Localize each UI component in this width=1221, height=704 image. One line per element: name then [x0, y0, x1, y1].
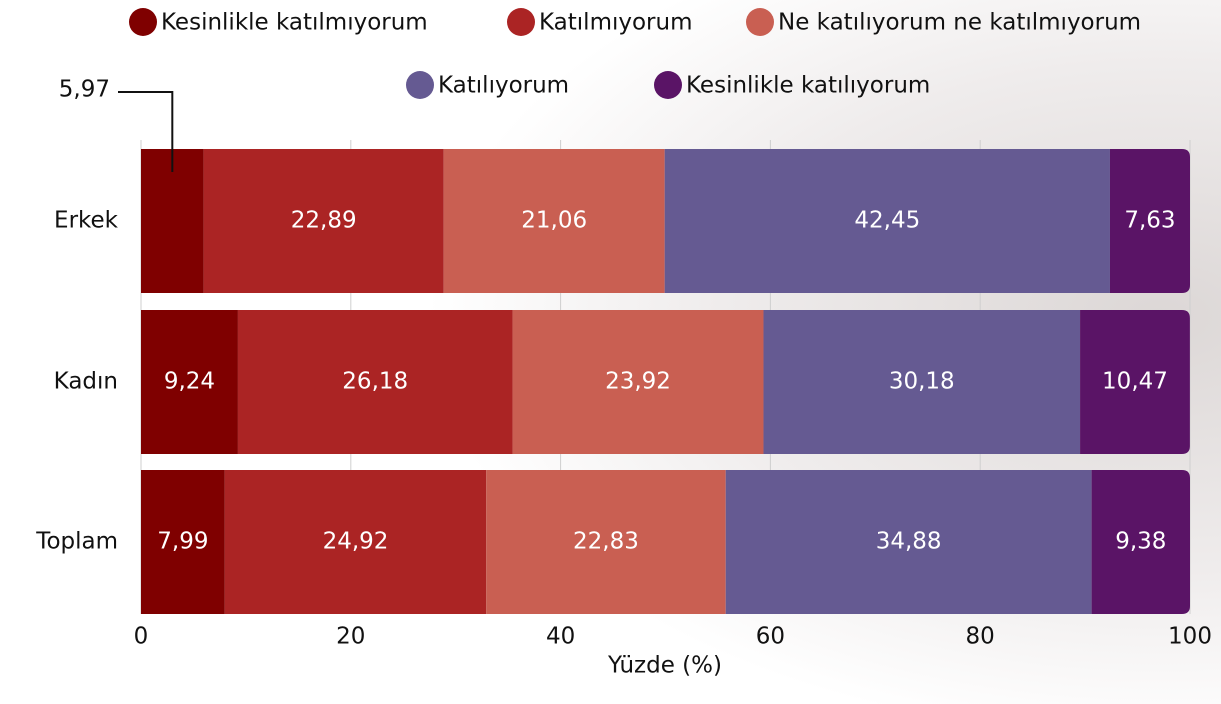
legend-swatch: [507, 8, 535, 36]
bar-segment: [1091, 470, 1190, 614]
bar-segment: [725, 470, 1092, 614]
leader-line: [118, 91, 174, 172]
bar-segment: [443, 149, 665, 293]
data-label: 5,97: [59, 77, 110, 103]
y-tick-label: Erkek: [54, 208, 119, 234]
bar-segment: [512, 310, 764, 454]
bar-segment: [203, 149, 444, 293]
data-label: 23,92: [605, 369, 671, 395]
data-label: 22,89: [291, 208, 357, 234]
legend-label: Kesinlikle katılıyorum: [686, 73, 930, 99]
data-label: 9,38: [1115, 529, 1166, 555]
y-tick-label: Toplam: [35, 529, 118, 555]
data-label: 22,83: [573, 529, 639, 555]
data-label: 42,45: [854, 208, 920, 234]
bar-segment: [141, 149, 204, 293]
data-label: 30,18: [889, 369, 955, 395]
x-tick-label: 0: [134, 624, 149, 650]
legend-label: Kesinlikle katılmıyorum: [161, 10, 428, 36]
bar-segment: [141, 310, 238, 454]
x-axis-label: Yüzde (%): [607, 653, 722, 679]
legend-swatch: [654, 71, 682, 99]
bar-segment: [237, 310, 513, 454]
data-label: 10,47: [1102, 369, 1168, 395]
legend-swatch: [746, 8, 774, 36]
x-tick-label: 40: [546, 624, 575, 650]
x-tick-label: 80: [966, 624, 995, 650]
bar-segment: [763, 310, 1081, 454]
data-label: 7,63: [1124, 208, 1175, 234]
data-label: 34,88: [876, 529, 942, 555]
legend-label: Katılmıyorum: [539, 10, 693, 36]
x-tick-label: 60: [756, 624, 785, 650]
data-label: 21,06: [521, 208, 587, 234]
data-label: 7,99: [157, 529, 208, 555]
legend-swatch: [129, 8, 157, 36]
legend-label: Ne katılıyorum ne katılmıyorum: [778, 10, 1141, 36]
bar-segment: [1080, 310, 1190, 454]
data-label: 26,18: [342, 369, 408, 395]
legend-label: Katılıyorum: [438, 73, 569, 99]
bar-segment: [141, 470, 225, 614]
bar-segment: [1109, 149, 1190, 293]
bar-segment: [224, 470, 487, 614]
data-label: 9,24: [164, 369, 215, 395]
y-tick-label: Kadın: [54, 369, 118, 395]
x-tick-label: 100: [1168, 624, 1212, 650]
x-tick-label: 20: [336, 624, 365, 650]
bar-segment: [486, 470, 726, 614]
legend-swatch: [406, 71, 434, 99]
data-label: 24,92: [323, 529, 389, 555]
bar-segment: [664, 149, 1110, 293]
